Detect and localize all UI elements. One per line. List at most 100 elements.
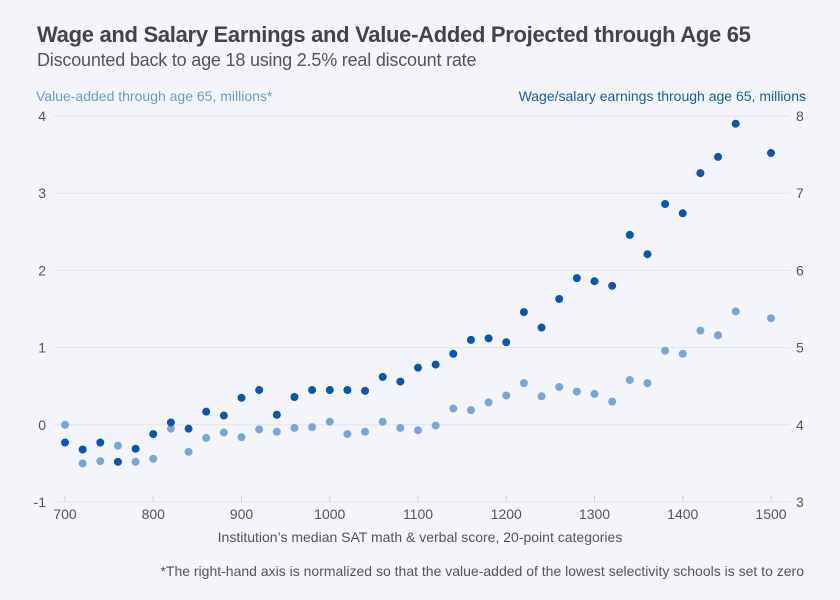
value-added-point <box>449 404 458 413</box>
value-added-point <box>272 427 281 436</box>
right-y-tick-label: 7 <box>796 185 804 201</box>
wage-earnings-point <box>149 430 158 439</box>
value-added-point <box>184 447 193 456</box>
right-y-tick-label: 8 <box>796 108 804 124</box>
left-y-tick-label: 4 <box>38 108 46 124</box>
wage-earnings-point <box>184 424 193 433</box>
value-added-point <box>696 326 705 335</box>
x-tick-label: 1400 <box>667 506 698 522</box>
left-y-tick-label: 2 <box>38 262 46 278</box>
wage-earnings-point <box>466 335 475 344</box>
value-added-point <box>590 389 599 398</box>
value-added-point <box>237 433 246 442</box>
wage-earnings-point <box>714 152 723 161</box>
right-y-tick-label: 5 <box>796 340 804 356</box>
wage-earnings-point <box>449 349 458 358</box>
value-added-point <box>61 420 69 429</box>
wage-earnings-point <box>396 377 405 386</box>
x-tick-label: 1000 <box>314 506 345 522</box>
wage-earnings-point <box>625 230 634 239</box>
wage-earnings-point <box>290 393 299 402</box>
wage-earnings-point <box>484 334 493 343</box>
footnote: *The right-hand axis is normalized so th… <box>160 563 804 579</box>
wage-earnings-point <box>219 411 228 420</box>
value-added-point <box>78 459 87 468</box>
value-added-point <box>343 430 352 439</box>
x-tick-label: 1500 <box>755 506 786 522</box>
wage-earnings-point <box>308 386 317 395</box>
value-added-point <box>484 398 493 407</box>
value-added-point <box>131 457 140 466</box>
value-added-point <box>414 426 422 435</box>
wage-earnings-point <box>272 410 281 419</box>
x-axis: 700 800 900 1000 1100 1200 1300 1400 1500 <box>53 496 787 522</box>
right-y-axis: 3 4 5 6 7 8 <box>796 108 804 510</box>
wage-earnings-point <box>502 338 511 347</box>
value-added-point <box>255 425 264 434</box>
value-added-point <box>308 423 317 432</box>
value-added-point <box>555 382 564 391</box>
value-added-point <box>572 387 581 396</box>
right-axis-title: Wage/salary earnings through age 65, mil… <box>518 88 806 104</box>
right-y-tick-label: 4 <box>796 417 804 433</box>
wage-earnings-point <box>96 438 105 447</box>
wage-earnings-point <box>361 386 370 395</box>
left-axis-title: Value-added through age 65, millions* <box>36 88 273 104</box>
data-points <box>61 119 775 468</box>
x-tick-label: 1200 <box>491 506 522 522</box>
wage-earnings-point <box>678 209 687 218</box>
right-y-tick-label: 3 <box>796 494 804 510</box>
value-added-point <box>361 427 370 436</box>
wage-earnings-point <box>255 386 264 395</box>
value-added-point <box>767 314 775 323</box>
wage-earnings-point <box>767 149 775 158</box>
wage-earnings-point <box>537 323 546 332</box>
value-added-point <box>537 392 546 401</box>
left-y-axis: -1 0 1 2 3 4 <box>34 108 47 510</box>
x-tick-label: 1300 <box>579 506 610 522</box>
wage-earnings-point <box>519 308 528 317</box>
value-added-point <box>502 391 511 400</box>
wage-earnings-point <box>643 250 652 259</box>
left-y-tick-label: 1 <box>38 340 46 356</box>
wage-earnings-point <box>78 445 87 454</box>
left-y-tick-label: -1 <box>34 494 47 510</box>
wage-earnings-point <box>590 277 599 286</box>
x-tick-label: 1100 <box>403 506 433 522</box>
wage-earnings-point <box>731 119 740 128</box>
right-y-tick-label: 6 <box>796 262 804 278</box>
wage-earnings-point <box>572 274 581 283</box>
value-added-point <box>325 417 334 426</box>
value-added-point <box>219 428 228 437</box>
x-tick-label: 800 <box>142 506 166 522</box>
value-added-point <box>202 433 211 442</box>
left-y-tick-label: 0 <box>38 417 46 433</box>
x-tick-label: 900 <box>230 506 254 522</box>
chart-subtitle: Discounted back to age 18 using 2.5% rea… <box>37 50 477 70</box>
wage-earnings-point <box>431 360 440 369</box>
x-tick-label: 700 <box>53 506 77 522</box>
left-y-tick-label: 3 <box>38 185 46 201</box>
value-added-point <box>431 421 440 430</box>
value-added-point <box>378 417 387 426</box>
value-added-point <box>290 423 299 432</box>
value-added-point <box>714 331 723 340</box>
value-added-point <box>149 454 158 463</box>
value-added-point <box>731 307 740 316</box>
wage-earnings-point <box>202 407 211 416</box>
wage-earnings-point <box>414 363 422 372</box>
wage-earnings-point <box>131 444 140 453</box>
wage-earnings-point <box>237 393 246 402</box>
value-added-point <box>96 457 105 466</box>
wage-earnings-point <box>343 386 352 395</box>
value-added-point <box>625 376 634 385</box>
wage-earnings-point <box>325 386 334 395</box>
value-added-point <box>608 397 617 406</box>
wage-earnings-point <box>61 438 69 447</box>
gridlines <box>54 115 790 503</box>
wage-earnings-point <box>661 200 670 209</box>
value-added-point <box>466 406 475 415</box>
x-axis-title: Institution’s median SAT math & verbal s… <box>217 529 623 545</box>
wage-earnings-point <box>555 294 564 303</box>
